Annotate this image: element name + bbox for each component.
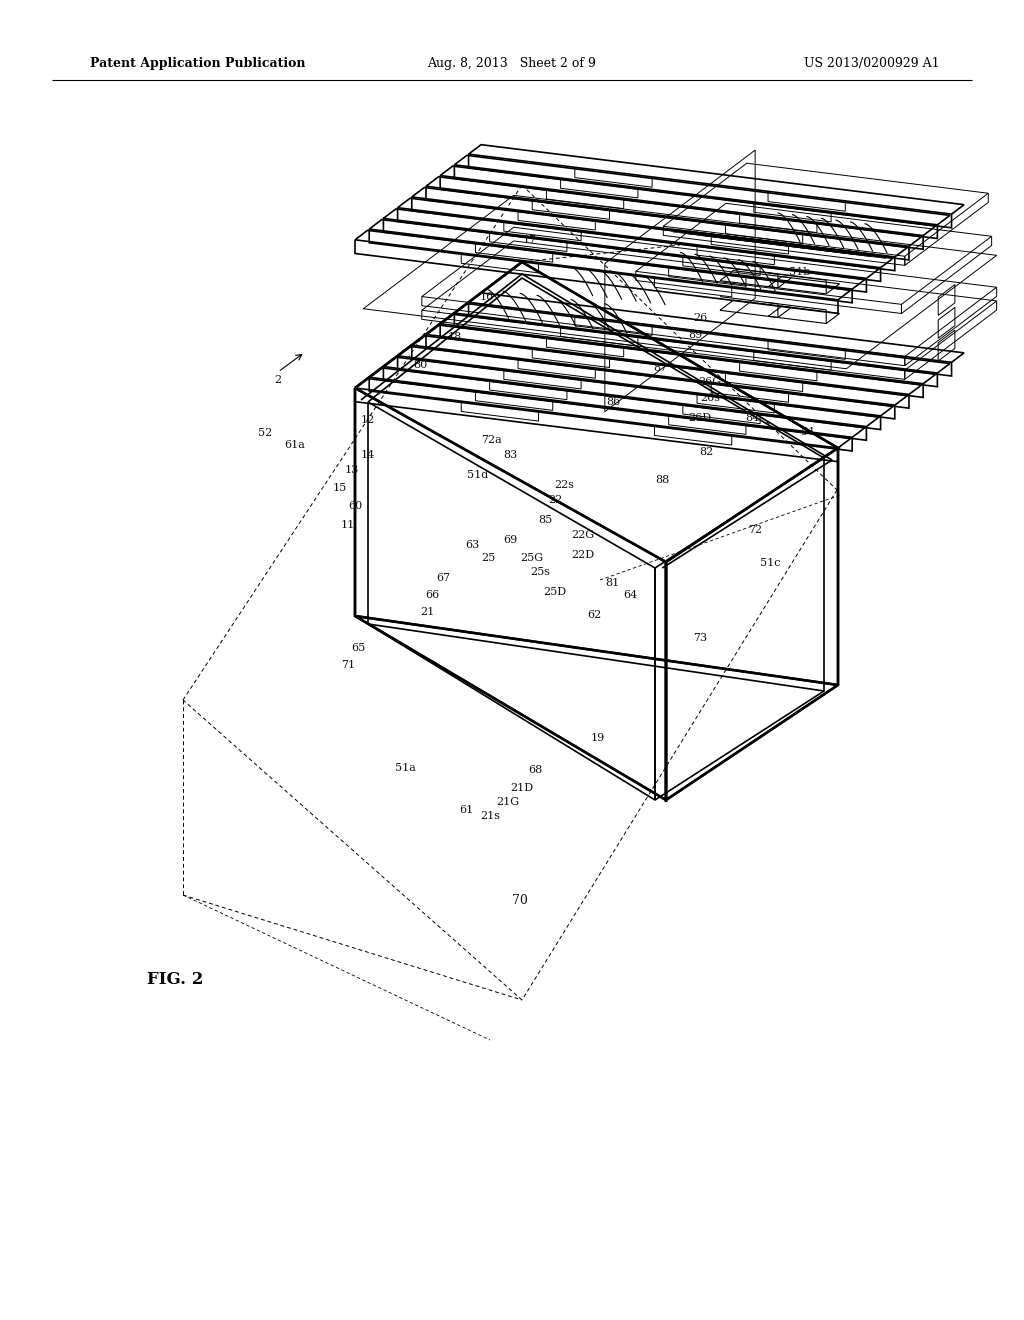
Text: 22s: 22s: [554, 480, 574, 490]
Text: 21s: 21s: [480, 810, 500, 821]
Text: 13: 13: [345, 465, 359, 475]
Text: 73: 73: [693, 634, 707, 643]
Text: 62: 62: [587, 610, 601, 620]
Text: Aug. 8, 2013   Sheet 2 of 9: Aug. 8, 2013 Sheet 2 of 9: [428, 57, 596, 70]
Text: 81: 81: [605, 578, 620, 587]
Text: 21: 21: [420, 607, 434, 616]
Text: 26: 26: [693, 313, 708, 323]
Text: 82: 82: [698, 447, 713, 457]
Text: 72: 72: [748, 525, 762, 535]
Text: 68: 68: [528, 766, 542, 775]
Text: 51: 51: [801, 426, 815, 437]
Text: 26s: 26s: [700, 393, 720, 403]
Text: 2: 2: [274, 375, 282, 385]
Text: 22G: 22G: [571, 531, 595, 540]
Text: 18: 18: [447, 333, 462, 342]
Text: 21G: 21G: [497, 797, 519, 807]
Text: 26G: 26G: [698, 378, 722, 387]
Text: 15: 15: [333, 483, 347, 492]
Text: 21D: 21D: [510, 783, 534, 793]
Text: 22D: 22D: [571, 550, 595, 560]
Text: 25s: 25s: [530, 568, 550, 577]
Text: 80: 80: [413, 360, 427, 370]
Text: 17: 17: [523, 235, 537, 246]
Text: 51c: 51c: [760, 558, 780, 568]
Text: 61: 61: [459, 805, 473, 814]
Text: 51d: 51d: [467, 470, 488, 480]
Text: 69: 69: [503, 535, 517, 545]
Text: 11: 11: [341, 520, 355, 531]
Text: 88: 88: [655, 475, 669, 484]
Text: 14: 14: [360, 450, 375, 459]
Text: 86: 86: [606, 397, 621, 407]
Text: 84: 84: [744, 413, 759, 422]
Text: 64: 64: [623, 590, 637, 601]
Text: 19: 19: [591, 733, 605, 743]
Text: 16: 16: [480, 292, 495, 302]
Text: Patent Application Publication: Patent Application Publication: [90, 57, 305, 70]
Text: 25: 25: [481, 553, 496, 564]
Text: 71: 71: [341, 660, 355, 671]
Text: 22: 22: [548, 495, 562, 506]
Text: 66: 66: [425, 590, 439, 601]
Text: 25D: 25D: [544, 587, 566, 597]
Text: 61a: 61a: [285, 440, 305, 450]
Text: 85: 85: [538, 515, 552, 525]
Text: 51a: 51a: [394, 763, 416, 774]
Text: 72a: 72a: [481, 436, 503, 445]
Text: 83: 83: [503, 450, 517, 459]
Text: US 2013/0200929 A1: US 2013/0200929 A1: [805, 57, 940, 70]
Text: 70: 70: [512, 894, 528, 907]
Text: 65: 65: [351, 643, 366, 653]
Text: 67: 67: [436, 573, 451, 583]
Text: 26D: 26D: [688, 413, 712, 422]
Text: 51b: 51b: [790, 267, 811, 277]
Text: FIG. 2: FIG. 2: [146, 972, 203, 989]
Text: 63: 63: [465, 540, 479, 550]
Text: 60: 60: [348, 502, 362, 511]
Text: 87: 87: [653, 363, 667, 374]
Text: 12: 12: [360, 414, 375, 425]
Text: 25G: 25G: [520, 553, 544, 564]
Text: 52: 52: [258, 428, 272, 438]
Text: 89: 89: [688, 330, 702, 341]
